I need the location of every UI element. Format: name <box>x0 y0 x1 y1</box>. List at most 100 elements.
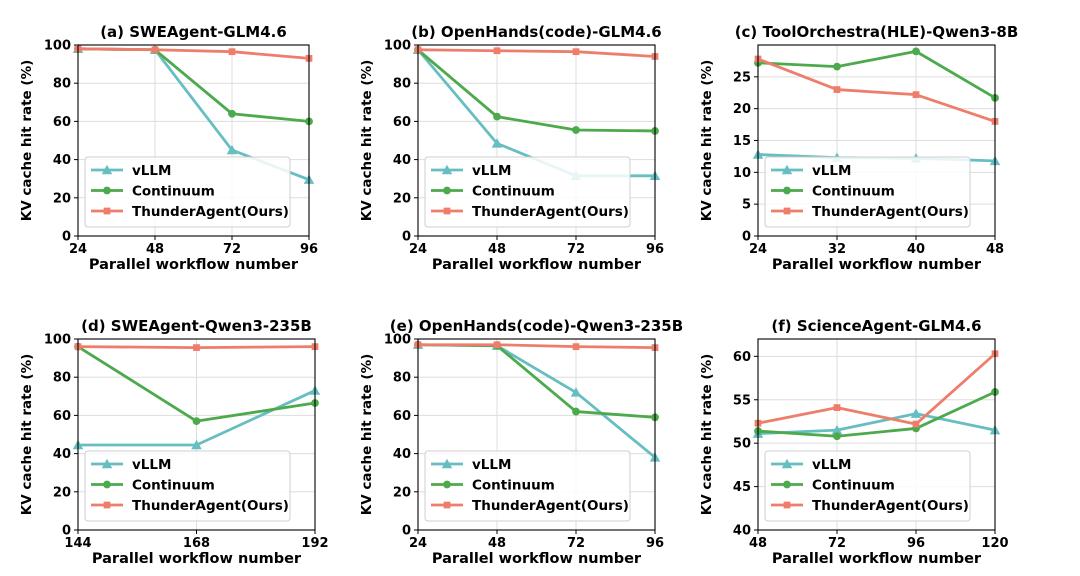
y-tick-label: 50 <box>733 437 751 452</box>
series-line-continuum <box>417 343 656 419</box>
data-point-continuum <box>228 109 236 118</box>
y-tick-label: 40 <box>393 447 411 462</box>
y-tick-label: 100 <box>384 39 411 54</box>
data-point-vllm <box>491 138 503 148</box>
legend: vLLM Continuum ThunderAgent(Ours) <box>764 156 971 228</box>
data-point-thunder <box>572 343 580 351</box>
series-line-continuum <box>757 49 996 100</box>
legend-marker-thunder <box>103 207 111 215</box>
legend-marker-thunder <box>443 207 451 215</box>
series-thunder <box>414 46 659 60</box>
y-axis-label: KV cache hit rate (%) <box>19 60 35 222</box>
legend-label-continuum: Continuum <box>812 184 895 200</box>
plot-frame <box>757 44 996 237</box>
x-axis-label: Parallel workflow number <box>92 551 302 567</box>
series-line-continuum <box>757 390 996 438</box>
series-vllm <box>412 339 661 462</box>
legend-label-thunder: ThunderAgent(Ours) <box>812 498 969 514</box>
x-tick-label: 96 <box>646 242 664 257</box>
legend-box <box>84 156 291 228</box>
y-tick-label: 80 <box>53 77 71 92</box>
legend: vLLM Continuum ThunderAgent(Ours) <box>424 450 631 522</box>
legend-box <box>424 156 631 228</box>
plot-frame <box>77 44 310 237</box>
y-tick-label: 10 <box>733 166 751 181</box>
x-axis-label: Parallel workflow number <box>772 257 982 273</box>
y-axis-label: KV cache hit rate (%) <box>359 354 375 516</box>
data-point-thunder <box>193 344 200 351</box>
y-tick-label: 20 <box>53 191 71 206</box>
panel-1: 24 48 72 96 0 20 40 60 80 100 vLLM Continuum Thunder… <box>19 23 318 273</box>
panel-title: (d) SWEAgent-Qwen3-235B <box>81 317 312 335</box>
plot-frame <box>417 44 656 237</box>
panel-title: (c) ToolOrchestra(HLE)-Qwen3-8B <box>735 23 1019 41</box>
x-tick-label: 24 <box>69 242 87 257</box>
y-tick-label: 40 <box>733 524 751 539</box>
y-tick-label: 20 <box>733 102 751 117</box>
data-point-continuum <box>192 417 201 426</box>
legend-label-continuum: Continuum <box>472 184 555 200</box>
x-tick-label: 24 <box>409 242 427 257</box>
y-tick-label: 15 <box>733 134 751 149</box>
panel-6: 48 72 96 120 40 45 50 55 60 vLLM Continuum ThunderA… <box>699 317 1009 567</box>
legend: vLLM Continuum ThunderAgent(Ours) <box>424 156 631 228</box>
legend-marker-continuum <box>783 186 791 195</box>
panel-title: (e) OpenHands(code)-Qwen3-235B <box>390 317 683 335</box>
y-tick-label: 0 <box>402 230 411 245</box>
x-axis-label: Parallel workflow number <box>432 551 642 567</box>
data-point-thunder <box>151 46 159 54</box>
legend-label-vllm: vLLM <box>812 163 851 179</box>
x-axis-label: Parallel workflow number <box>89 257 299 273</box>
data-point-continuum <box>912 47 920 56</box>
y-tick-label: 5 <box>742 198 751 213</box>
legend-box <box>424 450 631 522</box>
series-thunder <box>754 55 999 125</box>
legend-marker-continuum <box>783 480 791 489</box>
series-continuum <box>754 47 999 102</box>
legend-label-vllm: vLLM <box>812 457 851 473</box>
x-tick-label: 120 <box>981 536 1008 551</box>
data-point-thunder <box>493 47 501 55</box>
legend-marker-continuum <box>443 480 451 489</box>
series-line-continuum <box>417 48 656 133</box>
data-point-continuum <box>572 407 580 416</box>
legend-label-continuum: Continuum <box>472 478 555 494</box>
legend-marker-thunder <box>783 501 791 509</box>
panel-title: (a) SWEAgent-GLM4.6 <box>100 23 287 41</box>
legend: vLLM Continuum ThunderAgent(Ours) <box>84 450 291 522</box>
y-tick-label: 40 <box>393 153 411 168</box>
data-point-continuum <box>493 112 501 121</box>
legend-box <box>84 450 291 522</box>
y-axis-label: KV cache hit rate (%) <box>19 354 35 516</box>
legend-label-continuum: Continuum <box>132 478 215 494</box>
x-tick-label: 72 <box>223 242 241 257</box>
panel-4: 144 168 192 0 20 40 60 80 100 vLLM Continuum Thunde… <box>19 317 329 567</box>
x-tick-label: 48 <box>986 242 1004 257</box>
x-tick-label: 72 <box>567 536 585 551</box>
y-tick-label: 40 <box>53 447 71 462</box>
data-point-thunder <box>572 48 580 56</box>
legend-box <box>764 156 971 228</box>
plot-frame <box>77 338 316 531</box>
x-tick-label: 24 <box>409 536 427 551</box>
legend-label-vllm: vLLM <box>132 163 171 179</box>
series-thunder <box>754 350 999 428</box>
data-point-thunder <box>833 404 841 411</box>
y-tick-label: 25 <box>733 70 751 85</box>
data-point-continuum <box>833 432 841 441</box>
series-line-thunder <box>417 48 656 58</box>
x-tick-label: 144 <box>64 536 91 551</box>
y-tick-label: 45 <box>733 480 751 495</box>
legend-label-vllm: vLLM <box>132 457 171 473</box>
legend-label-vllm: vLLM <box>472 163 511 179</box>
y-tick-label: 60 <box>393 115 411 130</box>
y-tick-label: 60 <box>53 115 71 130</box>
y-axis-label: KV cache hit rate (%) <box>699 60 715 222</box>
x-tick-label: 48 <box>749 536 767 551</box>
legend-label-thunder: ThunderAgent(Ours) <box>132 204 289 220</box>
legend-box <box>764 450 971 522</box>
y-tick-label: 20 <box>393 191 411 206</box>
x-tick-label: 192 <box>301 536 328 551</box>
legend-marker-vllm <box>101 458 113 469</box>
